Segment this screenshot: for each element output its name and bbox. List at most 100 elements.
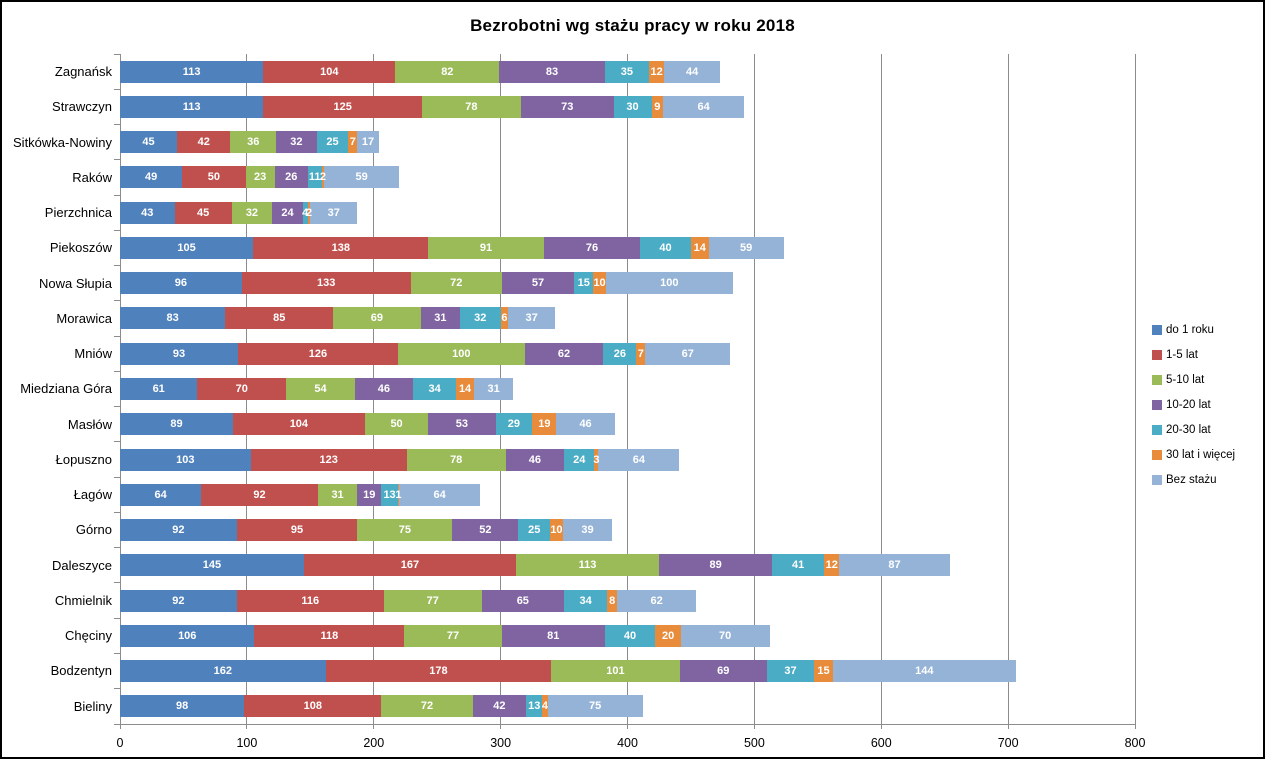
category-label: Mniów <box>74 346 112 362</box>
bar-row: 43 45 32 24 4 2 37 <box>120 201 358 224</box>
x-tick-label: 800 <box>1124 736 1146 750</box>
category-label: Nowa Słupia <box>39 275 112 291</box>
legend-swatch <box>1152 349 1162 360</box>
bar-segment: 167 <box>303 554 516 577</box>
bar-segment: 25 <box>316 131 349 154</box>
y-axis-tick <box>114 124 120 126</box>
bar-value-label: 46 <box>579 418 592 431</box>
category-label: Raków <box>72 169 112 185</box>
bar-value-label: 113 <box>578 559 597 572</box>
x-tick-label: 400 <box>617 736 638 750</box>
bar-segment: 70 <box>197 378 287 400</box>
bar-segment: 34 <box>413 378 457 400</box>
bar-value-label: 19 <box>538 418 551 431</box>
y-axis-tick <box>114 476 120 478</box>
bar-value-label: 25 <box>528 524 541 537</box>
bar-value-label: 46 <box>528 453 541 466</box>
bar-segment: 78 <box>406 448 506 471</box>
legend-item: Bez stażu <box>1152 467 1235 492</box>
bar-segment: 145 <box>120 554 304 577</box>
bar-segment: 36 <box>230 131 277 154</box>
bar-value-label: 37 <box>327 206 340 219</box>
bar-segment: 95 <box>236 519 358 542</box>
legend-swatch <box>1152 424 1162 435</box>
bar-segment: 100 <box>397 342 525 365</box>
bar-value-label: 61 <box>152 383 165 395</box>
bar-segment: 8 <box>607 589 618 612</box>
bar-value-label: 123 <box>319 453 338 466</box>
x-axis-tick <box>880 724 882 729</box>
bar-value-label: 162 <box>213 665 232 678</box>
bar-value-label: 35 <box>620 65 633 78</box>
bar-segment: 35 <box>604 60 650 83</box>
bar-value-label: 75 <box>398 524 411 537</box>
legend-item: 20-30 lat <box>1152 417 1235 442</box>
bar-segment: 19 <box>532 413 557 436</box>
category-label: Zagnańsk <box>54 64 112 79</box>
legend-item: 10-20 lat <box>1152 392 1235 417</box>
bar-segment: 37 <box>508 307 556 330</box>
bar-segment: 76 <box>543 236 641 259</box>
legend-swatch <box>1152 474 1162 485</box>
bar-segment: 72 <box>410 272 502 295</box>
bar-value-label: 39 <box>581 524 594 537</box>
y-axis-tick <box>114 88 120 90</box>
bar-segment: 12 <box>824 554 840 577</box>
bar-segment: 125 <box>263 95 422 118</box>
bar-row: 45 42 36 32 25 7 17 <box>120 131 379 154</box>
bar-segment: 32 <box>460 307 501 330</box>
bar-segment: 46 <box>354 378 414 400</box>
bar-value-label: 3 <box>593 453 600 466</box>
bar-value-label: 108 <box>303 700 323 713</box>
bar-value-label: 40 <box>659 241 672 254</box>
bar-value-label: 17 <box>361 136 375 149</box>
bar-value-label: 32 <box>245 206 259 219</box>
bar-segment: 11 <box>307 166 322 189</box>
bar-value-label: 1 <box>395 488 402 501</box>
y-axis-tick <box>114 159 120 161</box>
y-axis-tick <box>114 300 120 302</box>
bar-value-label: 6 <box>501 312 508 325</box>
bar-value-label: 44 <box>686 65 699 78</box>
bar-value-label: 12 <box>825 559 838 572</box>
bar-segment: 34 <box>564 589 608 612</box>
bar-segment: 9 <box>651 95 663 118</box>
category-label: Sitkówka-Nowiny <box>13 134 112 150</box>
bar-segment: 32 <box>276 131 317 154</box>
bar-value-label: 25 <box>326 136 339 149</box>
bar-segment: 13 <box>381 483 398 506</box>
bar-value-label: 32 <box>474 312 487 325</box>
legend: do 1 roku 1-5 lat 5-10 lat 10-20 lat 20-30 l… <box>1152 317 1235 492</box>
bar-value-label: 83 <box>166 312 179 325</box>
bar-value-label: 104 <box>289 418 309 431</box>
bar-value-label: 92 <box>253 488 266 501</box>
bar-segment: 52 <box>452 519 519 542</box>
bar-segment: 41 <box>772 554 825 577</box>
bar-row: 49 50 23 26 11 2 59 <box>120 166 400 189</box>
category-label: Łagów <box>73 487 112 503</box>
bar-value-label: 13 <box>528 700 541 713</box>
bar-value-label: 26 <box>285 171 298 184</box>
bar-value-label: 113 <box>182 65 201 78</box>
bar-segment: 6 <box>500 307 509 330</box>
bar-segment: 83 <box>499 60 605 83</box>
bar-value-label: 118 <box>320 629 339 642</box>
bar-segment: 59 <box>324 166 400 189</box>
bar-row: 61 70 54 46 34 14 31 <box>120 378 514 400</box>
x-axis-tick <box>1134 724 1136 729</box>
bar-segment: 64 <box>399 483 481 506</box>
bar-value-label: 37 <box>525 312 538 325</box>
bar-segment: 73 <box>520 95 614 118</box>
legend-item: 5-10 lat <box>1152 367 1235 392</box>
bar-value-label: 145 <box>202 559 222 572</box>
bar-value-label: 144 <box>915 665 934 678</box>
bar-row: 64 92 31 19 13 1 64 <box>120 483 481 506</box>
bar-value-label: 34 <box>579 594 592 607</box>
bar-segment: 50 <box>364 413 429 436</box>
bar-value-label: 64 <box>433 488 446 501</box>
bar-segment: 81 <box>501 624 605 647</box>
bar-segment: 49 <box>120 166 183 189</box>
bar-value-label: 36 <box>247 136 260 149</box>
bar-value-label: 101 <box>606 665 625 678</box>
bar-segment: 69 <box>333 307 421 330</box>
